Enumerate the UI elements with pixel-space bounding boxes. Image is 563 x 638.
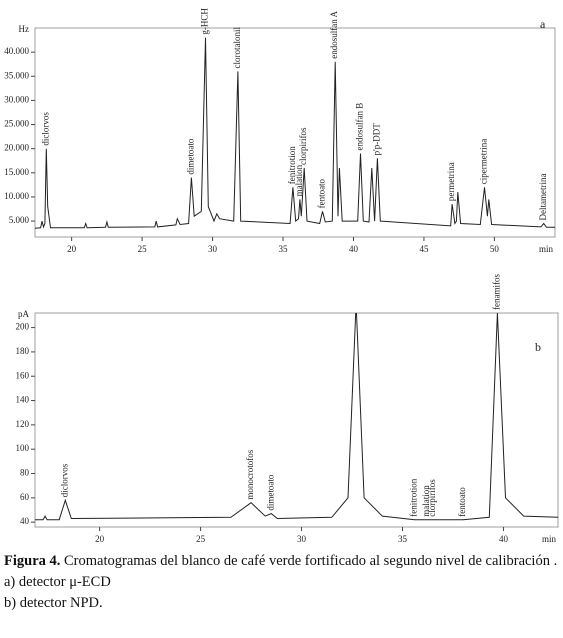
y-axis-label: pA [18,309,30,319]
y-tick-label: 100 [16,443,30,453]
x-tick-label: 50 [490,244,500,254]
x-tick-label: 40 [349,244,359,254]
x-tick-label: 25 [196,534,206,544]
plot-frame [34,312,559,528]
peak-label: cipermetrina [479,139,489,184]
x-tick-label: 25 [138,244,148,254]
peak-label: Deltametrina [538,174,548,221]
x-tick-label: 40 [499,534,509,544]
y-tick-label: 25.000 [4,119,29,129]
x-tick-label: 35 [398,534,408,544]
y-tick-label: 80 [20,468,30,478]
y-tick-label: 200 [16,322,30,332]
caption-item: b) detector NPD. [4,595,103,611]
y-tick-label: 15.000 [4,167,29,177]
caption: Figura 4. Cromatogramas del blanco de ca… [4,552,559,613]
peak-label: diclorvos [59,463,69,497]
peak-label: clorpirifos [427,479,437,517]
peak-label: monocrotofos [245,449,255,499]
figure: 20 25 30 35 40 45 50 5.000 10.000 15.000 20.000 25.… [4,8,559,544]
caption-label: Figura 4. [4,553,61,569]
x-tick-label: 20 [67,244,77,254]
x-tick-label: 35 [279,244,289,254]
x-axis-label: min [539,244,554,254]
peak-label: fenamifos [491,274,501,310]
caption-item: a) detector μ-ECD [4,574,111,590]
peak-label: permetrina [446,162,456,201]
peak-label: fenitrotion [409,478,419,516]
y-tick-label: 180 [16,346,30,356]
peak-label: malation [294,164,304,196]
y-tick-label: 5.000 [9,215,30,225]
y-tick-label: 40 [20,516,30,526]
y-tick-label: 35.000 [4,70,29,80]
y-axis-label: Hz [19,24,30,34]
peak-label: dimetoato [265,474,275,510]
x-tick-label: 30 [208,244,218,254]
x-axis-label: min [542,534,557,544]
peak-label: diclorvos [40,112,50,146]
peak-label: clorotalonil [232,26,242,68]
peak-label: clorpirifos [298,127,308,165]
caption-body: Cromatogramas del blanco de café verde f… [64,553,558,569]
chromatogram-line [35,37,555,229]
peak-label: fenitrotion [287,146,297,184]
peak-label: p'p-DDT [372,123,382,156]
x-tick-label: 20 [95,534,105,544]
peak-label: endosulfan B [355,103,365,151]
y-tick-label: 40.000 [4,46,29,56]
panel-label: a [540,17,546,31]
caption-text: Figura 4. Cromatogramas del blanco de ca… [4,553,557,569]
y-tick-label: 30.000 [4,94,29,104]
panel-label: b [535,340,541,354]
peak-label: fentoato [317,178,327,208]
x-tick-label: 45 [419,244,429,254]
panel: 20 25 30 35 40 40 60 80 100 120 140 160 180 200 pA min b… [16,274,559,544]
peak-label: endosulfan A [329,11,339,59]
peak-label: fentoato [457,487,467,517]
panel: 20 25 30 35 40 45 50 5.000 10.000 15.000 20.000 25.… [4,8,556,254]
x-tick-label: 30 [297,534,307,544]
y-tick-label: 20.000 [4,143,29,153]
peak-label: dimetoato [185,138,195,174]
peak-label: g-HCH [200,8,210,35]
plot-frame [34,27,556,238]
chromatogram-line [35,313,558,521]
y-tick-label: 60 [20,492,30,502]
y-tick-label: 10.000 [4,191,29,201]
y-tick-label: 120 [16,419,30,429]
peak-label: malation [421,485,431,517]
y-tick-label: 160 [16,370,30,380]
y-tick-label: 140 [16,395,30,405]
